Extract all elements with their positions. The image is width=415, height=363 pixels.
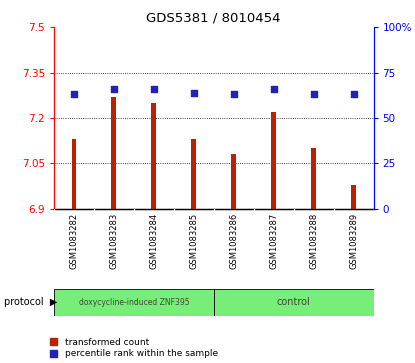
Point: [71, 91, 77, 97]
Bar: [311, 148, 316, 209]
Bar: [351, 184, 356, 209]
Title: GDS5381 / 8010454: GDS5381 / 8010454: [146, 12, 281, 25]
Text: GSM1083282: GSM1083282: [69, 213, 78, 269]
Bar: [151, 103, 156, 209]
Bar: [71, 139, 76, 209]
Text: GSM1083285: GSM1083285: [189, 213, 198, 269]
Point: [230, 91, 237, 97]
Legend: transformed count, percentile rank within the sample: transformed count, percentile rank withi…: [50, 338, 218, 359]
Text: GSM1083284: GSM1083284: [149, 213, 158, 269]
Text: doxycycline-induced ZNF395: doxycycline-induced ZNF395: [78, 298, 189, 307]
Text: GSM1083289: GSM1083289: [349, 213, 358, 269]
Text: control: control: [277, 297, 310, 307]
Bar: [271, 112, 276, 209]
Bar: [214, 289, 374, 316]
Bar: [54, 289, 214, 316]
Point: [151, 86, 157, 92]
Bar: [191, 139, 196, 209]
Point: [270, 86, 277, 92]
Text: GSM1083286: GSM1083286: [229, 213, 238, 269]
Point: [350, 91, 357, 97]
Point: [190, 90, 197, 95]
Text: GSM1083288: GSM1083288: [309, 213, 318, 269]
Bar: [112, 97, 116, 209]
Point: [310, 91, 317, 97]
Point: [110, 86, 117, 92]
Text: protocol  ▶: protocol ▶: [4, 297, 58, 307]
Text: GSM1083287: GSM1083287: [269, 213, 278, 269]
Text: GSM1083283: GSM1083283: [110, 213, 118, 269]
Bar: [231, 154, 236, 209]
